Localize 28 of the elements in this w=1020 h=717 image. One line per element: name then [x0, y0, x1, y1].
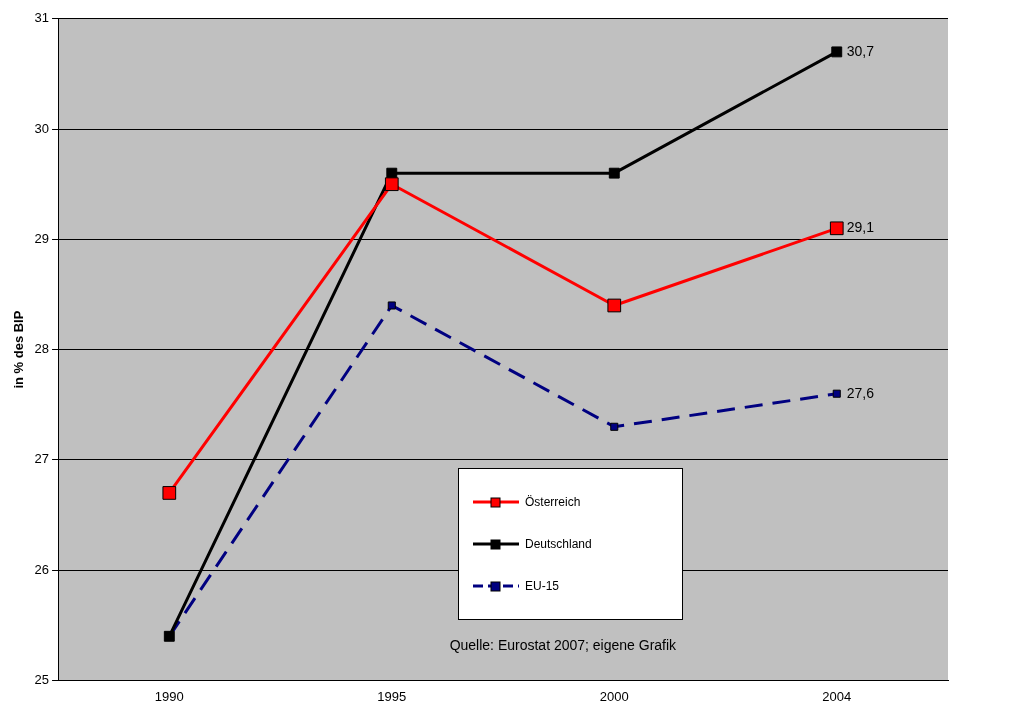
data-label: 29,1 [846, 219, 875, 236]
y-tick-label: 29 [34, 230, 50, 246]
y-tick-label: 26 [34, 561, 50, 577]
legend-label: Österreich [525, 495, 581, 509]
point [607, 298, 622, 313]
point [387, 301, 396, 310]
y-tick-label: 28 [34, 341, 50, 357]
point [829, 221, 844, 236]
data-label: 27,6 [846, 384, 875, 401]
point [608, 167, 620, 179]
y-axis-title: in % des BIP [11, 310, 27, 389]
y-tick-label: 31 [34, 10, 50, 26]
x-tick-label: 2000 [599, 688, 629, 704]
data-label: 30,7 [846, 42, 875, 59]
x-tick-label: 1995 [377, 688, 407, 704]
point [162, 486, 177, 500]
point [832, 389, 841, 398]
legend-label: Deutschland [525, 537, 592, 551]
y-tick-label: 30 [34, 120, 50, 136]
annotation: Quelle: Eurostat 2007; eigene Grafik [449, 637, 678, 654]
x-tick-label: 2004 [822, 688, 852, 704]
legend-label: EU-15 [525, 579, 560, 593]
x-tick-label: 1990 [154, 688, 184, 704]
point [610, 422, 619, 431]
y-tick-label: 25 [34, 671, 50, 687]
point [831, 46, 843, 58]
y-tick-label: 27 [34, 451, 50, 467]
point [384, 177, 399, 192]
